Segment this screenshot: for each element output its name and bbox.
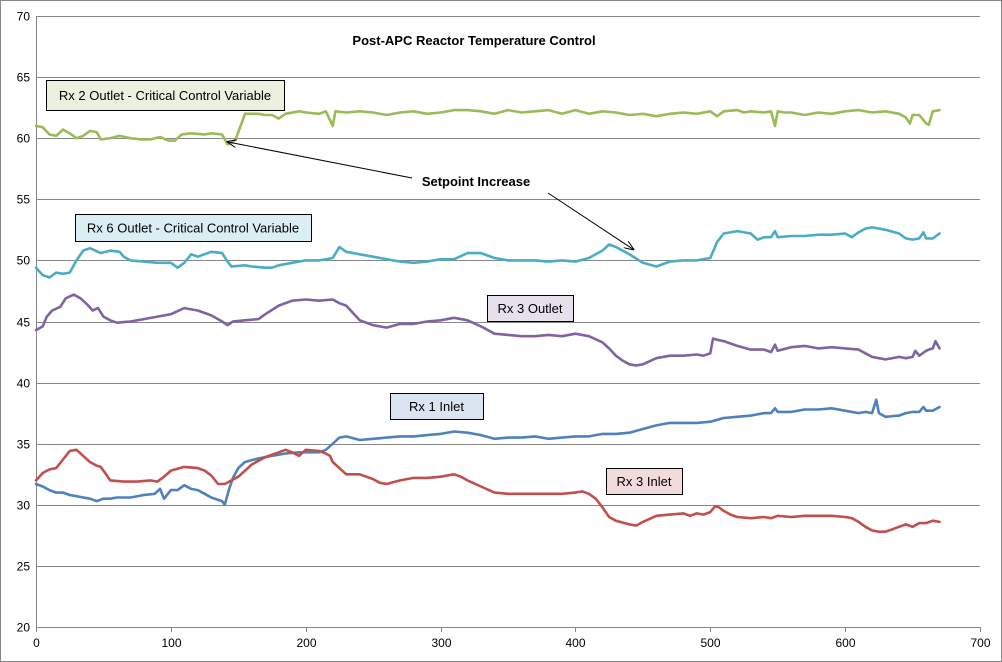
series-labels: Rx 2 Outlet - Critical Control Variable R… — [46, 80, 683, 495]
series-line-3 — [34, 398, 941, 507]
series-label-4: Rx 3 Inlet — [606, 468, 683, 495]
series-label-box — [487, 295, 574, 322]
series-label-text: Rx 1 Inlet — [409, 399, 464, 414]
series-line-4 — [34, 448, 941, 534]
series-label-text: Rx 3 Outlet — [497, 301, 562, 316]
x-tick-label: 500 — [700, 636, 720, 650]
series-label-box — [46, 80, 285, 111]
series-label-2: Rx 3 Outlet — [487, 295, 574, 322]
y-tick-label: 55 — [17, 193, 31, 207]
series-label-box — [606, 468, 683, 495]
y-tick-label: 50 — [17, 254, 31, 268]
y-tick-label: 45 — [17, 316, 31, 330]
series-lines — [34, 108, 941, 534]
series-label-text: Rx 2 Outlet - Critical Control Variable — [59, 88, 271, 103]
series-label-0: Rx 2 Outlet - Critical Control Variable — [46, 80, 285, 111]
series-label-box — [390, 393, 484, 420]
series-label-1: Rx 6 Outlet - Critical Control Variable — [75, 214, 312, 242]
y-tick-label: 60 — [17, 132, 31, 146]
chart-title: Post-APC Reactor Temperature Control — [352, 33, 595, 48]
y-axis-tick-labels: 20 25 30 35 40 45 50 55 60 65 70 — [17, 10, 31, 635]
series-line-1 — [34, 226, 941, 279]
y-tick-label: 40 — [17, 377, 31, 391]
series-line-2 — [34, 293, 941, 367]
x-axis-tick-labels: 0 100 200 300 400 500 600 700 — [33, 636, 991, 650]
series-label-text: Rx 6 Outlet - Critical Control Variable — [87, 221, 299, 236]
y-tick-label: 25 — [17, 560, 31, 574]
x-tick-label: 300 — [431, 636, 451, 650]
y-tick-label: 70 — [17, 10, 31, 24]
series-label-3: Rx 1 Inlet — [390, 393, 484, 420]
callout-arrows — [227, 142, 633, 250]
y-tick-label: 20 — [17, 621, 31, 635]
callout-arrow-0 — [227, 142, 413, 179]
x-tick-label: 700 — [970, 636, 990, 650]
callout-setpoint-increase: Setpoint Increase — [422, 174, 530, 189]
axes — [36, 16, 981, 632]
gridlines — [36, 16, 980, 628]
y-tick-label: 30 — [17, 499, 31, 513]
callout-arrow-1 — [547, 192, 633, 249]
y-tick-label: 35 — [17, 438, 31, 452]
x-tick-label: 100 — [161, 636, 181, 650]
x-tick-label: 0 — [33, 636, 40, 650]
x-tick-label: 400 — [565, 636, 585, 650]
series-line-0 — [34, 108, 941, 146]
series-label-box — [75, 214, 312, 242]
x-tick-label: 600 — [835, 636, 855, 650]
series-label-text: Rx 3 Inlet — [617, 474, 672, 489]
y-tick-label: 65 — [17, 71, 31, 85]
x-tick-label: 200 — [296, 636, 316, 650]
